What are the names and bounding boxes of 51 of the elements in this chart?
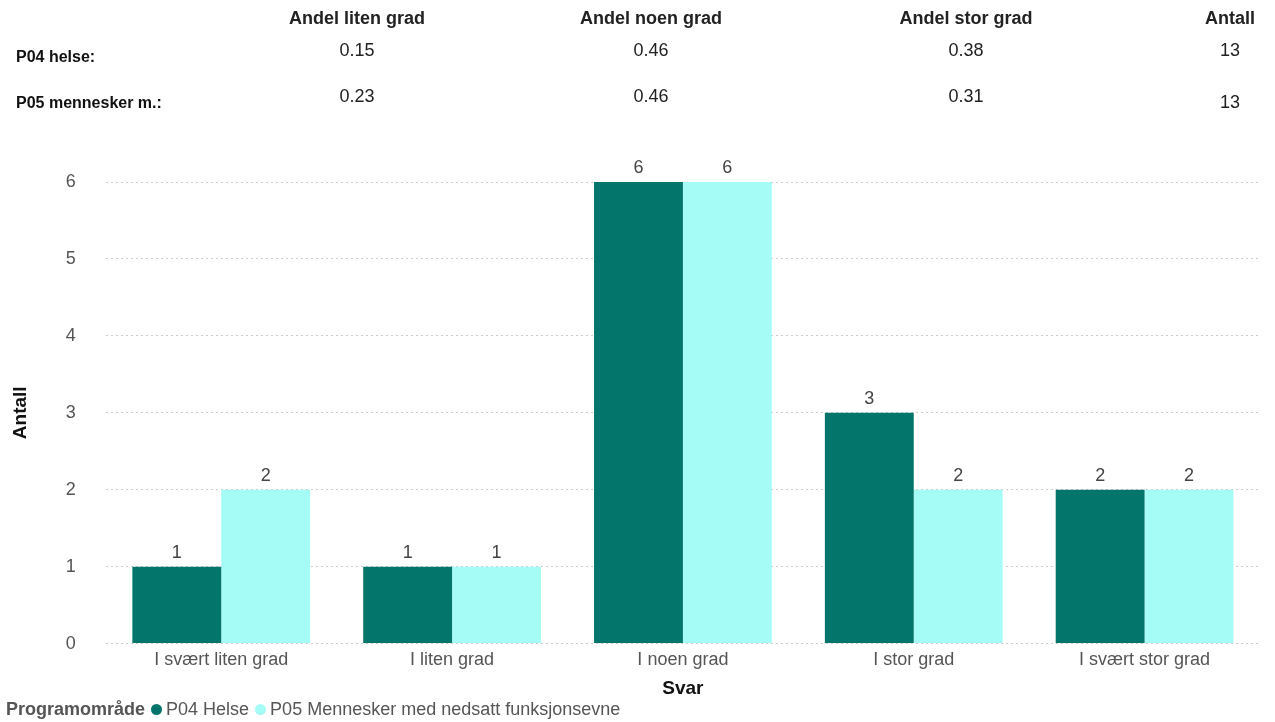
bar <box>1144 489 1234 644</box>
x-tick-label: I svært stor grad <box>1079 649 1211 670</box>
bar <box>594 182 683 644</box>
data-label: 1 <box>402 541 413 562</box>
text: 0.46 <box>633 86 669 107</box>
y-tick-label: 5 <box>65 247 76 268</box>
legend-title: Programområde <box>6 699 146 719</box>
text: Andel noen grad <box>579 8 723 29</box>
bar <box>221 489 311 644</box>
text: 0.46 <box>633 40 669 61</box>
data-label: 2 <box>260 464 271 485</box>
legend-label: P04 Helse <box>166 699 250 719</box>
y-tick-label: 4 <box>65 324 76 345</box>
text: 0.31 <box>948 86 984 107</box>
text: P05 mennesker m.: <box>16 94 162 112</box>
data-label: 2 <box>1095 464 1106 485</box>
text: 0.23 <box>339 86 375 107</box>
y-tick-label: 3 <box>65 401 76 422</box>
data-label: 1 <box>491 541 502 562</box>
bar <box>824 412 914 644</box>
data-label: 6 <box>633 156 644 177</box>
text: P04 helse: <box>16 48 96 66</box>
y-tick-label: 0 <box>65 632 76 653</box>
text: 0.15 <box>339 40 375 61</box>
x-tick-label: I noen grad <box>637 649 729 670</box>
data-label: 2 <box>1184 464 1195 485</box>
bar <box>363 566 453 644</box>
text: Andel stor grad <box>899 8 1033 29</box>
bar <box>132 566 222 644</box>
text: 13 <box>1219 92 1241 113</box>
text: Andel liten grad <box>288 8 426 29</box>
x-axis-title: Svar <box>662 676 705 698</box>
data-label: 1 <box>171 541 182 562</box>
bar <box>913 489 1003 644</box>
bar <box>682 182 772 644</box>
y-tick-label: 2 <box>65 478 76 499</box>
y-axis-title: Antall <box>8 386 30 440</box>
legend-label: P05 Mennesker med nedsatt funksjonsevne <box>270 699 621 719</box>
text: Antall <box>1204 8 1256 29</box>
y-tick-label: 1 <box>65 555 76 576</box>
data-label: 3 <box>864 387 875 408</box>
y-tick-label: 6 <box>65 170 76 191</box>
data-label: 2 <box>953 464 964 485</box>
data-label: 6 <box>722 156 733 177</box>
bar <box>452 566 541 644</box>
text: 13 <box>1219 40 1241 61</box>
bar <box>1055 489 1145 644</box>
x-tick-label: I svært liten grad <box>154 649 289 670</box>
x-tick-label: I liten grad <box>410 649 495 670</box>
text: 0.38 <box>948 40 984 61</box>
x-tick-label: I stor grad <box>873 649 955 670</box>
